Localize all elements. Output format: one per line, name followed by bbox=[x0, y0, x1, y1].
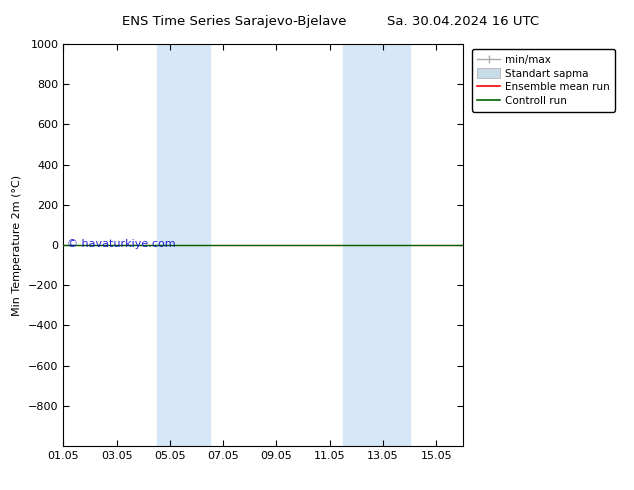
Bar bbox=[157, 44, 210, 446]
Text: © havaturkiye.com: © havaturkiye.com bbox=[67, 239, 176, 249]
Y-axis label: Min Temperature 2m (°C): Min Temperature 2m (°C) bbox=[13, 174, 22, 316]
Legend: min/max, Standart sapma, Ensemble mean run, Controll run: min/max, Standart sapma, Ensemble mean r… bbox=[472, 49, 616, 112]
Text: Sa. 30.04.2024 16 UTC: Sa. 30.04.2024 16 UTC bbox=[387, 15, 539, 28]
Bar bbox=[343, 44, 410, 446]
Text: ENS Time Series Sarajevo-Bjelave: ENS Time Series Sarajevo-Bjelave bbox=[122, 15, 347, 28]
